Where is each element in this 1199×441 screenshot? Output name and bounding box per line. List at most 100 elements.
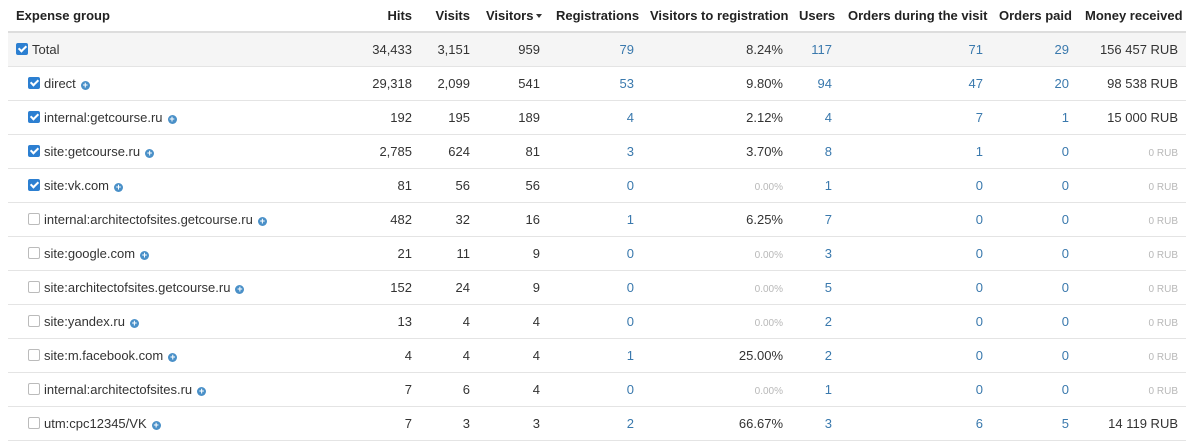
col-orders-during-visit[interactable]: Orders during the visit bbox=[840, 0, 991, 33]
expand-plus-icon[interactable]: + bbox=[167, 114, 177, 124]
col-visitors-to-registration[interactable]: Visitors to registration bbox=[642, 0, 791, 33]
cell-registrations-value[interactable]: 0 bbox=[626, 280, 634, 295]
expense-report-table: Expense group Hits Visits Visitors Regis… bbox=[8, 0, 1186, 441]
cell-users-value[interactable]: 5 bbox=[824, 280, 832, 295]
cell-registrations-value[interactable]: 0 bbox=[626, 382, 634, 397]
cell-paid-value[interactable]: 1 bbox=[1061, 110, 1069, 125]
expand-plus-icon[interactable]: + bbox=[168, 352, 178, 362]
cell-users-value[interactable]: 94 bbox=[817, 76, 832, 91]
cell-orders-value[interactable]: 6 bbox=[975, 416, 983, 431]
checkbox-icon[interactable] bbox=[28, 145, 40, 157]
cell-orders-value[interactable]: 0 bbox=[975, 280, 983, 295]
cell-registrations-value[interactable]: 0 bbox=[626, 246, 634, 261]
table-row: internal:architectofsites.ru +7 6 4 0 0.00% 1 0… bbox=[8, 372, 1186, 407]
col-users[interactable]: Users bbox=[791, 0, 840, 33]
cell-orders-value[interactable]: 71 bbox=[968, 42, 983, 57]
cell-paid-value[interactable]: 0 bbox=[1061, 348, 1069, 363]
expand-plus-icon[interactable]: + bbox=[114, 182, 124, 192]
cell-users-value[interactable]: 8 bbox=[824, 144, 832, 159]
cell-registrations-value[interactable]: 0 bbox=[626, 314, 634, 329]
cell-users-value[interactable]: 3 bbox=[824, 416, 832, 431]
cell-visitors: 959 bbox=[478, 32, 548, 67]
expand-plus-icon[interactable]: + bbox=[129, 318, 139, 328]
cell-visitors: 9 bbox=[478, 270, 548, 305]
cell-registrations-value[interactable]: 3 bbox=[626, 144, 634, 159]
cell-registrations-value[interactable]: 79 bbox=[619, 42, 634, 57]
cell-registrations-value[interactable]: 2 bbox=[626, 416, 634, 431]
cell-orders-value[interactable]: 7 bbox=[975, 110, 983, 125]
col-visitors[interactable]: Visitors bbox=[478, 0, 548, 33]
checkbox-icon[interactable] bbox=[28, 281, 40, 293]
cell-paid-value[interactable]: 29 bbox=[1054, 42, 1069, 57]
cell-group: site:getcourse.ru + bbox=[8, 134, 328, 169]
checkbox-icon[interactable] bbox=[28, 179, 40, 191]
cell-orders-value[interactable]: 0 bbox=[975, 212, 983, 227]
cell-paid: 29 bbox=[991, 32, 1077, 67]
cell-paid-value[interactable]: 0 bbox=[1061, 314, 1069, 329]
cell-visits: 56 bbox=[420, 168, 478, 203]
cell-paid-value[interactable]: 0 bbox=[1061, 178, 1069, 193]
cell-hits: 81 bbox=[328, 168, 420, 203]
cell-orders-value[interactable]: 0 bbox=[975, 178, 983, 193]
checkbox-icon[interactable] bbox=[28, 247, 40, 259]
cell-users-value[interactable]: 7 bbox=[824, 212, 832, 227]
cell-paid: 0 bbox=[991, 134, 1077, 169]
expand-plus-icon[interactable]: + bbox=[235, 284, 245, 294]
cell-users-value[interactable]: 3 bbox=[824, 246, 832, 261]
checkbox-icon[interactable] bbox=[28, 213, 40, 225]
cell-orders-value[interactable]: 0 bbox=[975, 348, 983, 363]
cell-paid-value[interactable]: 20 bbox=[1054, 76, 1069, 91]
cell-orders-value[interactable]: 0 bbox=[975, 246, 983, 261]
cell-registrations-value[interactable]: 1 bbox=[626, 212, 634, 227]
cell-orders-value[interactable]: 0 bbox=[975, 382, 983, 397]
cell-conversion: 25.00% bbox=[642, 338, 791, 373]
cell-paid-value[interactable]: 0 bbox=[1061, 382, 1069, 397]
checkbox-icon[interactable] bbox=[28, 315, 40, 327]
col-orders-paid[interactable]: Orders paid bbox=[991, 0, 1077, 33]
table-row: site:google.com +21 11 9 0 0.00% 3 0 0 0 RUB bbox=[8, 236, 1186, 271]
cell-registrations-value[interactable]: 1 bbox=[626, 348, 634, 363]
checkbox-icon[interactable] bbox=[28, 77, 40, 89]
cell-users-value[interactable]: 1 bbox=[824, 178, 832, 193]
cell-orders-value[interactable]: 0 bbox=[975, 314, 983, 329]
cell-paid-value[interactable]: 0 bbox=[1061, 212, 1069, 227]
cell-users-value[interactable]: 2 bbox=[824, 314, 832, 329]
expand-plus-icon[interactable]: + bbox=[140, 250, 150, 260]
cell-orders: 0 bbox=[840, 270, 991, 305]
cell-registrations-value[interactable]: 0 bbox=[626, 178, 634, 193]
col-registrations[interactable]: Registrations bbox=[548, 0, 642, 33]
cell-registrations: 79 bbox=[548, 32, 642, 67]
cell-paid-value[interactable]: 0 bbox=[1061, 280, 1069, 295]
cell-orders-value[interactable]: 1 bbox=[975, 144, 983, 159]
cell-registrations-value[interactable]: 53 bbox=[619, 76, 634, 91]
cell-visitors-value: 189 bbox=[518, 110, 540, 125]
cell-money: 0 RUB bbox=[1077, 168, 1186, 203]
cell-paid-value[interactable]: 5 bbox=[1061, 416, 1069, 431]
cell-conversion: 66.67% bbox=[642, 406, 791, 441]
expand-plus-icon[interactable]: + bbox=[151, 420, 161, 430]
expand-plus-icon[interactable]: + bbox=[197, 386, 207, 396]
cell-orders-value[interactable]: 47 bbox=[968, 76, 983, 91]
cell-users-value[interactable]: 117 bbox=[811, 42, 832, 57]
col-hits[interactable]: Hits bbox=[328, 0, 420, 33]
checkbox-icon[interactable] bbox=[28, 383, 40, 395]
expand-plus-icon[interactable]: + bbox=[145, 148, 155, 158]
expand-plus-icon[interactable]: + bbox=[80, 80, 90, 90]
cell-visits-value: 56 bbox=[455, 178, 470, 193]
cell-users-value[interactable]: 4 bbox=[824, 110, 832, 125]
expand-plus-icon[interactable]: + bbox=[257, 216, 267, 226]
checkbox-icon[interactable] bbox=[28, 349, 40, 361]
cell-conversion: 0.00% bbox=[642, 236, 791, 271]
checkbox-icon[interactable] bbox=[28, 111, 40, 123]
cell-money-value: 14 119 RUB bbox=[1108, 416, 1178, 431]
cell-users-value[interactable]: 1 bbox=[824, 382, 832, 397]
checkbox-icon[interactable] bbox=[28, 417, 40, 429]
col-money-received[interactable]: Money received bbox=[1077, 0, 1186, 33]
checkbox-icon[interactable] bbox=[16, 43, 28, 55]
cell-paid-value[interactable]: 0 bbox=[1061, 246, 1069, 261]
col-visits[interactable]: Visits bbox=[420, 0, 478, 33]
cell-paid-value[interactable]: 0 bbox=[1061, 144, 1069, 159]
cell-registrations-value[interactable]: 4 bbox=[626, 110, 634, 125]
col-expense-group[interactable]: Expense group bbox=[8, 0, 328, 33]
cell-users-value[interactable]: 2 bbox=[824, 348, 832, 363]
